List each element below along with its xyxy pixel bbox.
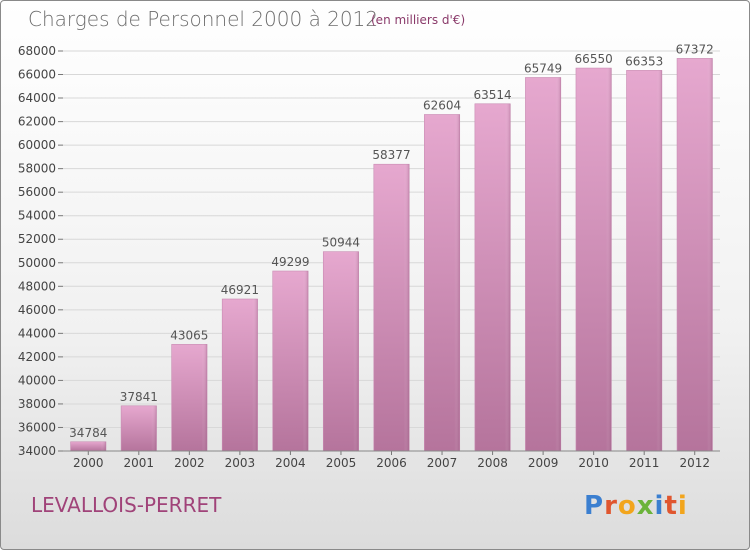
bar-shade (171, 344, 208, 451)
y-tick-label: 46000 (18, 303, 56, 317)
y-tick-label: 56000 (18, 185, 56, 199)
bar-shade (424, 114, 460, 451)
data-label: 46921 (221, 283, 259, 297)
bar-shade (677, 58, 713, 451)
bar-shade (70, 441, 106, 451)
y-tick-label: 60000 (18, 138, 56, 152)
bars (70, 58, 713, 452)
commune-name: LEVALLOIS-PERRET (31, 493, 222, 517)
bar-shade (222, 298, 258, 451)
x-tick-label: 2008 (477, 456, 508, 470)
data-label: 65749 (524, 61, 562, 75)
x-tick-label: 2011 (629, 456, 660, 470)
data-label: 37841 (120, 390, 158, 404)
bar-shade (575, 68, 612, 451)
chart-title: Charges de Personnel 2000 à 2012 (28, 7, 379, 31)
y-tick-label: 62000 (18, 115, 56, 129)
bar-shade (626, 70, 662, 452)
data-label: 43065 (170, 328, 208, 342)
y-tick-label: 64000 (18, 91, 56, 105)
bar-shade (525, 77, 561, 451)
logo-letter: t (664, 491, 678, 521)
x-tick-label: 2006 (376, 456, 407, 470)
bar-shade (474, 103, 511, 451)
logo-letter: i (677, 491, 688, 521)
bar-shade (323, 251, 359, 451)
data-label: 49299 (271, 255, 309, 269)
proxiti-logo: Proxiti (584, 491, 688, 521)
data-label: 62604 (423, 98, 461, 112)
y-tick-label: 58000 (18, 162, 56, 176)
x-tick-label: 2012 (679, 456, 710, 470)
data-label: 67372 (676, 42, 714, 56)
y-tick-label: 44000 (18, 326, 56, 340)
x-tick-label: 2004 (275, 456, 306, 470)
data-labels: 34784 37841 43065 46921 49299 50944 58377 62604… (69, 42, 714, 439)
bar-shade (272, 271, 309, 451)
y-tick-label: 34000 (18, 444, 56, 458)
data-label: 66353 (625, 54, 663, 68)
logo-letter: r (604, 491, 618, 521)
bar-shade (373, 164, 410, 451)
data-label: 34784 (69, 426, 107, 440)
data-label: 58377 (372, 148, 410, 162)
y-tick-label: 36000 (18, 420, 56, 434)
y-tick-label: 66000 (18, 68, 56, 82)
y-tick-label: 68000 (18, 44, 56, 58)
y-tick-label: 48000 (18, 279, 56, 293)
x-tick-label: 2009 (528, 456, 559, 470)
x-tick-label: 2001 (124, 456, 155, 470)
bar-shade (121, 405, 157, 451)
logo-letter: i (654, 491, 665, 521)
x-tick-label: 2002 (174, 456, 205, 470)
logo-letter: P (584, 491, 605, 521)
bar-chart: 34000 36000 38000 40000 42000 44000 46000 48000… (18, 42, 720, 470)
y-tick-label: 40000 (18, 373, 56, 387)
y-tick-label: 50000 (18, 256, 56, 270)
y-tick-label: 54000 (18, 209, 56, 223)
data-label: 66550 (575, 52, 613, 66)
logo-letter: x (636, 491, 655, 521)
x-tick-label: 2000 (73, 456, 104, 470)
y-tick-label: 38000 (18, 397, 56, 411)
data-label: 63514 (473, 88, 511, 102)
y-tick-label: 42000 (18, 350, 56, 364)
x-tick-label: 2010 (578, 456, 609, 470)
x-tick-label: 2003 (225, 456, 256, 470)
logo-letter: o (617, 491, 637, 521)
y-axis-ticks: 34000 36000 38000 40000 42000 44000 46000 48000… (18, 44, 63, 458)
x-axis-ticks: 2000 2001 2002 2003 2004 2005 2006 2007 2008 2009… (73, 451, 710, 470)
x-tick-label: 2005 (326, 456, 357, 470)
y-tick-label: 52000 (18, 232, 56, 246)
unit-note: (en milliers d'€) (371, 13, 466, 27)
data-label: 50944 (322, 236, 360, 250)
x-tick-label: 2007 (427, 456, 458, 470)
